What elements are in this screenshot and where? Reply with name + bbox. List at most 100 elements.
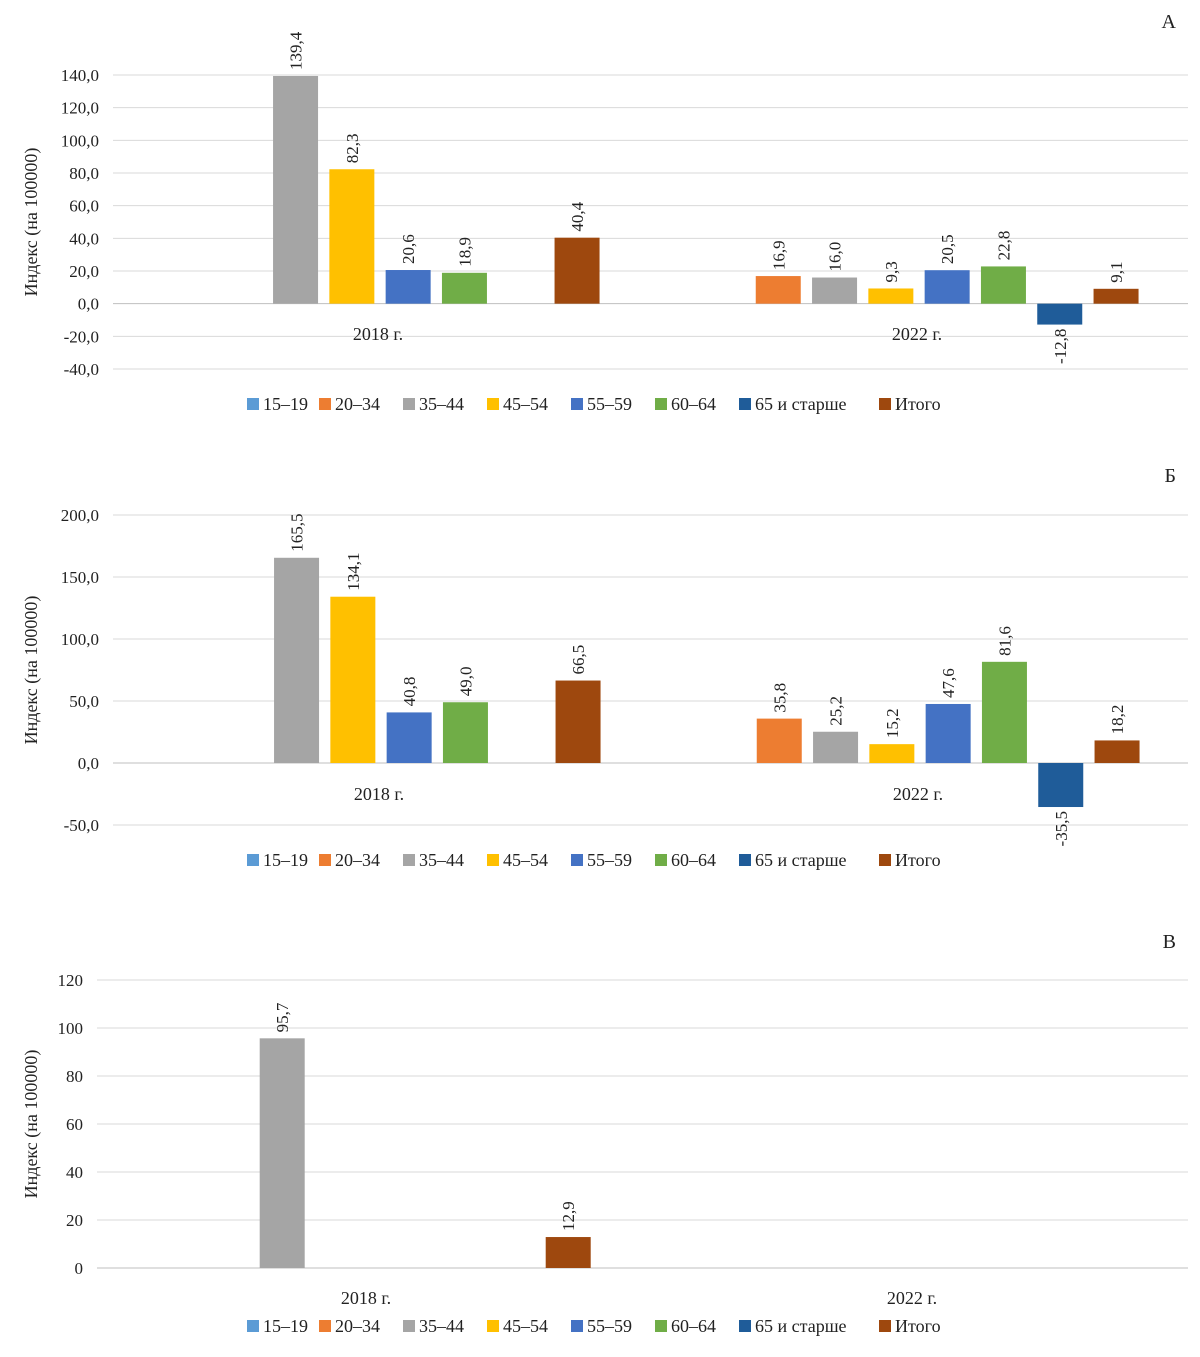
data-label: 18,2 [1108,705,1127,735]
legend-swatch [571,398,583,410]
legend-swatch [403,398,415,410]
legend-entry: 45–54 [503,850,548,870]
legend-swatch [487,854,499,866]
y-tick-label: -20,0 [64,327,99,346]
bar-55–59-1 [385,270,431,304]
legend-swatch [487,1320,499,1332]
y-tick-label: -50,0 [64,816,99,835]
legend-swatch [247,398,259,410]
y-tick-label: 120 [58,971,84,990]
legend-entry: 55–59 [587,850,632,870]
bar-35–44-2 [813,731,859,763]
bar-45–54-1 [329,169,375,304]
data-label: 22,8 [994,231,1013,261]
bar-20–34-2 [755,276,801,304]
y-tick-label: 0 [75,1259,84,1278]
bar-55–59-2 [924,270,970,304]
y-tick-label: 80,0 [69,164,99,183]
legend-entry: 45–54 [503,1316,548,1336]
y-axis-label: Индекс (на 100000) [21,148,42,297]
data-label: 20,6 [399,234,418,264]
bar-35–44-1 [259,1038,305,1268]
bar-Итого-1 [555,680,601,763]
y-tick-label: 200,0 [61,506,99,525]
y-tick-label: 100,0 [61,630,99,649]
panel-label: В [1163,931,1176,953]
legend-entry: 60–64 [671,850,716,870]
y-tick-label: 120,0 [61,99,99,118]
data-label: 18,9 [455,237,474,267]
data-label: 16,0 [826,242,845,272]
data-label: 95,7 [273,1002,292,1032]
legend-entry: 15–19 [263,1316,308,1336]
y-axis-label: Индекс (на 100000) [21,1050,42,1199]
bar-60–64-1 [442,702,488,763]
y-tick-label: 20,0 [69,262,99,281]
panel-label: Б [1165,465,1176,487]
data-label: 9,3 [882,261,901,282]
bar-55–59-2 [925,703,971,763]
legend-swatch [739,398,751,410]
y-tick-label: 60 [66,1115,83,1134]
category-label: 2022 г. [892,324,942,344]
data-label: -35,5 [1052,811,1071,846]
bar-20–34-2 [756,718,802,763]
legend-entry: Итого [895,850,941,870]
bar-45–54-1 [330,596,376,763]
bar-Итого-2 [1093,288,1139,304]
y-tick-label: 150,0 [61,568,99,587]
chart-panel-3: В 120 100 80 60 40 20 0 Индекс (на 100000) 95,7 12… [21,931,1188,1336]
data-label: 16,9 [769,240,788,270]
legend-entry: 55–59 [587,1316,632,1336]
data-label: 40,4 [568,201,587,231]
y-tick-label: 20 [66,1211,83,1230]
bar-60–64-2 [980,266,1026,304]
y-tick-label: 100,0 [61,131,99,150]
data-label: 82,3 [343,133,362,163]
legend-swatch [487,398,499,410]
bar-35–44-2 [812,277,858,304]
y-tick-label: 80 [66,1067,83,1086]
legend-swatch [571,854,583,866]
category-label: 2018 г. [353,324,403,344]
panel-label: А [1162,11,1177,33]
legend-entry: 60–64 [671,1316,716,1336]
legend-entry: 65 и старше [755,1316,847,1336]
legend-swatch [403,1320,415,1332]
data-label: 139,4 [287,31,306,70]
legend-entry: 35–44 [419,1316,464,1336]
legend-swatch [879,1320,891,1332]
legend-entry: 35–44 [419,394,464,414]
bar-65-и-старше-2 [1038,763,1084,808]
data-label: 165,5 [288,514,307,552]
bar-60–64-1 [441,272,487,304]
y-tick-label: 50,0 [69,692,99,711]
legend-swatch [571,1320,583,1332]
legend-swatch [739,854,751,866]
y-tick-label: 40 [66,1163,83,1182]
legend-swatch [247,854,259,866]
legend-entry: 20–34 [335,394,380,414]
bar-45–54-2 [869,744,915,763]
legend-entry: 65 и старше [755,850,847,870]
data-label: 81,6 [995,626,1014,656]
category-label: 2022 г. [887,1288,937,1308]
legend-entry: 35–44 [419,850,464,870]
data-label: 20,5 [938,234,957,264]
legend-entry: 20–34 [335,1316,380,1336]
y-tick-label: 0,0 [78,754,99,773]
legend-swatch [319,398,331,410]
legend-swatch [655,398,667,410]
bar-35–44-1 [273,75,319,304]
category-label: 2022 г. [893,784,943,804]
category-label: 2018 г. [354,784,404,804]
data-label: 35,8 [770,683,789,713]
data-label: 12,9 [559,1201,578,1231]
data-label: 47,6 [939,668,958,698]
legend-entry: 60–64 [671,394,716,414]
legend-entry: 15–19 [263,850,308,870]
bar-Итого-1 [554,237,600,304]
legend-entry: Итого [895,394,941,414]
